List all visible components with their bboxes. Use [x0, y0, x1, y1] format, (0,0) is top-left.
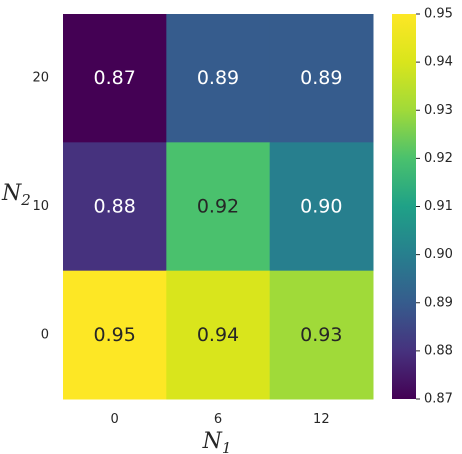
heatmap-cell — [269, 142, 374, 272]
cell-annotations: 0.87 0.89 0.89 0.88 0.92 0.90 0.95 0.94 0.93 — [94, 67, 343, 346]
colorbar-tick-label: 0.94 — [424, 55, 453, 70]
colorbar-tick-label: 0.95 — [424, 7, 453, 22]
cell-value-label: 0.90 — [300, 196, 342, 218]
cell-value-label: 0.93 — [300, 324, 342, 346]
heatmap-cell — [63, 142, 167, 272]
colorbar-tick-label: 0.90 — [424, 247, 453, 262]
heatmap-cells — [63, 14, 374, 400]
y-tick-label: 0 — [41, 327, 49, 342]
colorbar-tick-label: 0.87 — [424, 392, 453, 407]
colorbar-tick-label: 0.91 — [424, 199, 453, 214]
colorbar-tick-label: 0.93 — [424, 103, 453, 118]
cell-value-label: 0.95 — [94, 324, 136, 346]
colorbar-tick-label: 0.92 — [424, 151, 453, 166]
heatmap-cell — [166, 270, 271, 400]
heatmap-cell — [166, 14, 271, 143]
heatmap-cell — [63, 270, 167, 400]
cell-value-label: 0.89 — [197, 67, 239, 89]
x-tick-label: 0 — [111, 412, 119, 427]
y-axis-label: N2 — [1, 181, 31, 209]
y-tick-label: 20 — [32, 71, 49, 86]
colorbar-ticks: 0.87 0.88 0.89 0.90 0.91 0.92 0.93 0.94 0.95 — [416, 7, 453, 407]
cell-value-label: 0.88 — [94, 196, 136, 218]
cell-value-label: 0.94 — [197, 324, 239, 346]
heatmap-cell — [63, 14, 167, 143]
colorbar — [392, 14, 416, 399]
heatmap-cell — [269, 14, 374, 143]
x-tick-label: 12 — [313, 412, 330, 427]
cell-value-label: 0.92 — [197, 196, 239, 218]
y-tick-labels: 20 10 0 — [32, 71, 49, 343]
colorbar-tick-label: 0.89 — [424, 295, 453, 310]
colorbar-tick-label: 0.88 — [424, 343, 453, 358]
cell-value-label: 0.87 — [94, 67, 136, 89]
cell-value-label: 0.89 — [300, 67, 342, 89]
x-tick-labels: 0 6 12 — [111, 412, 330, 427]
heatmap-cell — [269, 270, 374, 400]
heatmap-cell — [166, 142, 271, 272]
x-axis-label: N1 — [202, 429, 232, 454]
y-tick-label: 10 — [32, 199, 49, 214]
x-tick-label: 6 — [214, 412, 222, 427]
